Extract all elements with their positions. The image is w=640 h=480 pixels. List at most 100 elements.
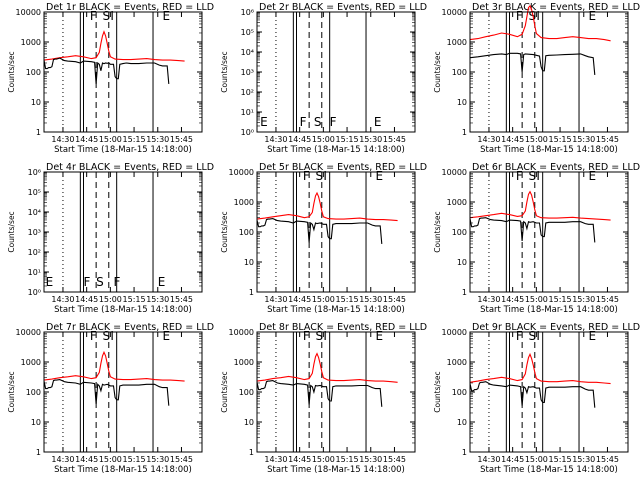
lld-series-line	[469, 352, 611, 385]
y-tick-label: 10³	[28, 228, 41, 237]
x-tick-label: 14:30	[51, 455, 74, 464]
y-tick-label: 10000	[442, 8, 467, 17]
plot-frame	[256, 331, 416, 453]
y-axis-label: Counts/sec	[220, 51, 229, 92]
y-tick-label: 1000	[21, 358, 41, 367]
panel-title: Det 6r BLACK = Events, RED = LLD	[472, 162, 640, 173]
lld-series-line	[256, 191, 398, 222]
plot-frame	[256, 11, 416, 133]
x-tick-label: 15:30	[146, 455, 169, 464]
x-tick-label: 14:45	[288, 455, 311, 464]
panel-title: Det 1r BLACK = Events, RED = LLD	[46, 2, 214, 13]
y-tick-label: 1	[462, 448, 467, 457]
marker-label: F	[303, 169, 310, 183]
marker-label: S	[102, 9, 110, 23]
y-tick-label: 1	[462, 288, 467, 297]
marker-label: S	[528, 329, 536, 343]
marker-label: I	[323, 329, 327, 343]
x-tick-label: 15:15	[336, 135, 359, 144]
x-tick-label: 15:15	[123, 455, 146, 464]
y-tick-label: 10	[457, 258, 467, 267]
x-tick-label: 15:00	[99, 455, 122, 464]
y-tick-label: 10⁴	[241, 48, 254, 57]
y-tick-label: 10⁴	[28, 208, 41, 217]
x-tick-label: 14:30	[477, 455, 500, 464]
x-tick-label: 14:30	[264, 135, 287, 144]
x-tick-label: 15:30	[572, 295, 595, 304]
panel-title: Det 4r BLACK = Events, RED = LLD	[46, 162, 214, 173]
events-series-line	[256, 218, 383, 244]
y-tick-label: 1000	[447, 198, 467, 207]
y-tick-label: 100	[26, 388, 41, 397]
marker-label: I	[110, 329, 114, 343]
y-axis-label: Counts/sec	[7, 51, 16, 92]
x-tick-label: 15:15	[123, 135, 146, 144]
marker-label: F	[516, 9, 523, 23]
x-tick-label: 15:30	[146, 135, 169, 144]
marker-label: E	[376, 329, 384, 343]
x-tick-label: 15:30	[572, 455, 595, 464]
x-tick-label: 15:15	[336, 455, 359, 464]
marker-label: I	[536, 169, 540, 183]
x-tick-label: 15:30	[146, 295, 169, 304]
detector-panel-2: Det 2r BLACK = Events, RED = LLD E F S F E 10⁰…	[220, 2, 427, 155]
x-tick-label: 14:30	[477, 135, 500, 144]
marker-label: S	[528, 169, 536, 183]
plot-frame	[256, 171, 416, 293]
detector-panel-4: Det 4r BLACK = Events, RED = LLD E F S F E 10⁰…	[7, 162, 214, 315]
x-axis-label: Start Time (18-Mar-15 14:18:00)	[480, 145, 618, 155]
plot-frame	[469, 11, 629, 133]
plot-frame	[43, 331, 203, 453]
lld-series-line	[43, 30, 185, 62]
marker-label: E	[589, 9, 597, 23]
marker-label: E	[163, 329, 171, 343]
y-tick-label: 10000	[442, 328, 467, 337]
marker-label: E	[260, 115, 268, 129]
x-tick-label: 15:45	[383, 455, 406, 464]
y-tick-label: 100	[452, 388, 467, 397]
x-tick-label: 14:45	[501, 135, 524, 144]
y-tick-label: 1000	[447, 38, 467, 47]
x-tick-label: 15:45	[383, 135, 406, 144]
marker-label: F	[516, 169, 523, 183]
x-tick-label: 15:00	[99, 135, 122, 144]
x-tick-label: 14:30	[264, 295, 287, 304]
y-tick-label: 1	[36, 448, 41, 457]
y-axis-label: Counts/sec	[7, 211, 16, 252]
x-tick-label: 15:45	[596, 295, 619, 304]
x-tick-label: 15:30	[359, 455, 382, 464]
x-tick-label: 15:00	[312, 295, 335, 304]
marker-label: F	[84, 275, 91, 289]
x-tick-label: 14:30	[51, 295, 74, 304]
y-tick-label: 10000	[16, 328, 41, 337]
marker-label: E	[374, 115, 382, 129]
y-tick-label: 10²	[28, 248, 41, 257]
y-tick-label: 10	[31, 98, 41, 107]
y-tick-label: 10⁶	[28, 168, 41, 177]
y-tick-label: 100	[26, 68, 41, 77]
y-axis-label: Counts/sec	[433, 371, 442, 412]
y-tick-label: 100	[239, 388, 254, 397]
marker-label: S	[315, 329, 323, 343]
events-series-line	[469, 52, 596, 75]
x-tick-label: 15:00	[312, 455, 335, 464]
y-tick-label: 10	[31, 418, 41, 427]
x-tick-label: 15:15	[123, 295, 146, 304]
x-tick-label: 14:45	[501, 455, 524, 464]
y-tick-label: 10³	[241, 68, 254, 77]
y-axis-label: Counts/sec	[7, 371, 16, 412]
y-tick-label: 1	[462, 128, 467, 137]
y-tick-label: 10000	[442, 168, 467, 177]
x-axis-label: Start Time (18-Mar-15 14:18:00)	[267, 145, 405, 155]
y-axis-label: Counts/sec	[220, 371, 229, 412]
x-axis-label: Start Time (18-Mar-15 14:18:00)	[480, 465, 618, 475]
marker-label: I	[323, 169, 327, 183]
marker-label: E	[163, 9, 171, 23]
